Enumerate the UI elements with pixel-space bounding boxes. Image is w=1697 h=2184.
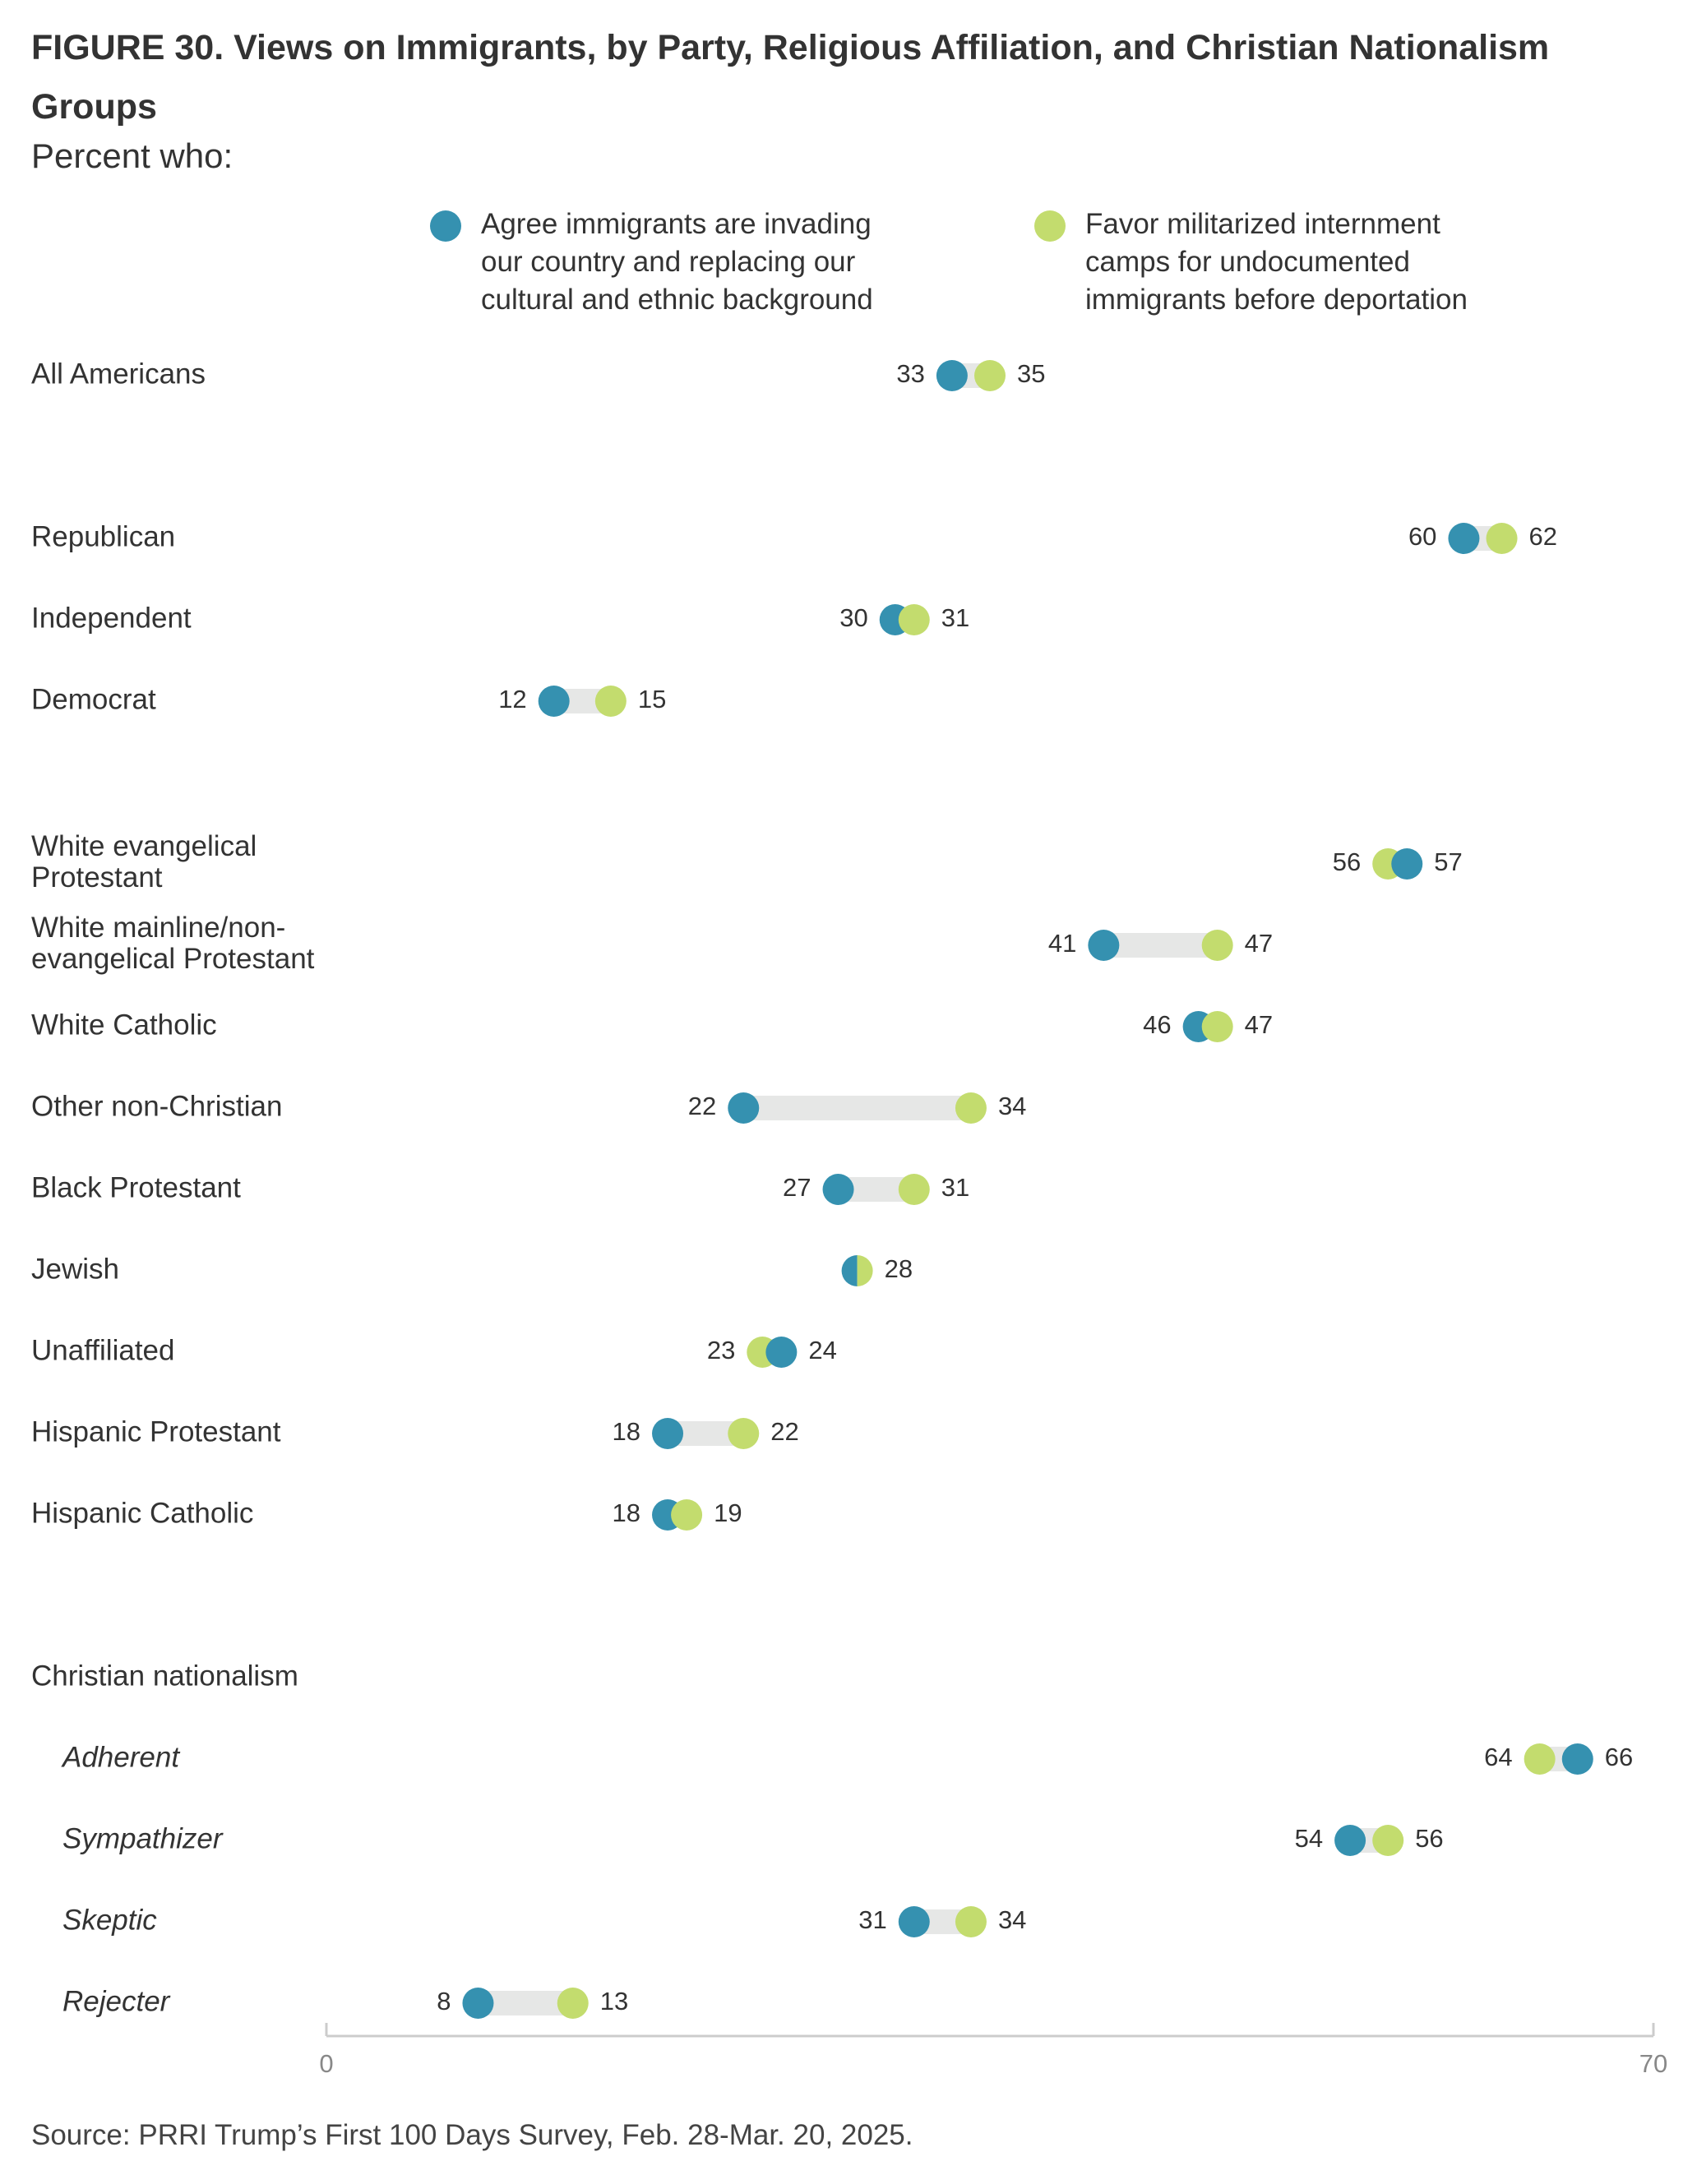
row-label-all-americans: All Americans bbox=[31, 358, 206, 390]
value-label-right-hispanic-catholic: 19 bbox=[714, 1498, 742, 1527]
dot-agree-black-protestant bbox=[822, 1174, 854, 1205]
value-label-left-sympathizer: 54 bbox=[1295, 1824, 1323, 1853]
row-label-other-non-christian: Other non-Christian bbox=[31, 1090, 282, 1122]
legend-label-favor-camps: Favor militarized internment camps for u… bbox=[1085, 208, 1468, 316]
dot-favor-jewish bbox=[857, 1255, 873, 1286]
chart-subtitle: Percent who: bbox=[31, 136, 234, 175]
value-label-right-white-mainline-non-evangelical-protestant: 47 bbox=[1245, 929, 1273, 958]
connector-bar-rejecter bbox=[478, 1991, 573, 2015]
value-label-right-other-non-christian: 34 bbox=[998, 1092, 1026, 1120]
dot-favor-sympathizer bbox=[1372, 1825, 1404, 1856]
row-label-white-evangelical-protestant: White evangelical Protestant bbox=[31, 830, 257, 893]
dot-favor-independent bbox=[898, 604, 930, 635]
value-label-right-adherent: 66 bbox=[1605, 1743, 1633, 1771]
row-label-sympathizer: Sympathizer bbox=[62, 1822, 224, 1854]
dot-agree-other-non-christian bbox=[728, 1092, 760, 1124]
row-label-black-protestant: Black Protestant bbox=[31, 1171, 241, 1203]
dot-favor-democrat bbox=[594, 686, 627, 717]
legend-swatch-green bbox=[1034, 210, 1066, 242]
dot-agree-hispanic-protestant bbox=[652, 1418, 684, 1449]
legend-swatch-blue bbox=[430, 210, 461, 242]
value-label-left-rejecter: 8 bbox=[437, 1987, 451, 2015]
row-label-republican: Republican bbox=[31, 520, 175, 552]
row-label-democrat: Democrat bbox=[31, 683, 156, 715]
value-label-left-skeptic: 31 bbox=[858, 1905, 886, 1934]
value-label-left-other-non-christian: 22 bbox=[688, 1092, 716, 1120]
value-label-left-unaffiliated: 23 bbox=[707, 1336, 735, 1364]
value-label-left-black-protestant: 27 bbox=[783, 1173, 811, 1202]
dot-favor-adherent bbox=[1524, 1743, 1556, 1775]
row-label-unaffiliated: Unaffiliated bbox=[31, 1334, 174, 1366]
value-label-left-democrat: 12 bbox=[498, 685, 526, 713]
value-label-left-white-mainline-non-evangelical-protestant: 41 bbox=[1048, 929, 1076, 958]
value-label-left-adherent: 64 bbox=[1484, 1743, 1512, 1771]
dot-agree-republican bbox=[1448, 523, 1480, 554]
dot-favor-other-non-christian bbox=[955, 1092, 987, 1124]
dot-agree-white-mainline-non-evangelical-protestant bbox=[1088, 930, 1120, 961]
value-label-right-democrat: 15 bbox=[638, 685, 666, 713]
x-tick-label: 70 bbox=[1639, 2049, 1667, 2078]
dot-agree-all-americans bbox=[936, 360, 968, 391]
value-label-left-all-americans: 33 bbox=[896, 359, 924, 388]
dot-agree-white-evangelical-protestant bbox=[1391, 848, 1423, 880]
source-note: Source: PRRI Trump’s First 100 Days Surv… bbox=[31, 2119, 913, 2151]
row-label-jewish: Jewish bbox=[31, 1253, 119, 1285]
value-label-left-independent: 30 bbox=[839, 603, 867, 632]
dot-favor-rejecter bbox=[557, 1988, 589, 2019]
row-label-skeptic: Skeptic bbox=[62, 1904, 157, 1936]
value-label-right-sympathizer: 56 bbox=[1415, 1824, 1443, 1853]
dot-favor-hispanic-protestant bbox=[728, 1418, 760, 1449]
value-label-right-all-americans: 35 bbox=[1017, 359, 1045, 388]
value-label-right-skeptic: 34 bbox=[998, 1905, 1026, 1934]
dot-agree-rejecter bbox=[462, 1988, 494, 2019]
value-label-right-unaffiliated: 24 bbox=[808, 1336, 836, 1364]
row-label-adherent: Adherent bbox=[61, 1741, 180, 1773]
row-label-hispanic-catholic: Hispanic Catholic bbox=[31, 1497, 253, 1529]
row-label-rejecter: Rejecter bbox=[62, 1985, 171, 2017]
value-label-right-independent: 31 bbox=[941, 603, 969, 632]
value-label-right-jewish: 28 bbox=[885, 1254, 913, 1283]
value-label-right-white-evangelical-protestant: 57 bbox=[1434, 847, 1462, 876]
value-label-right-republican: 62 bbox=[1529, 522, 1557, 551]
row-label-white-mainline-non-evangelical-protestant: White mainline/non-evangelical Protestan… bbox=[31, 912, 315, 975]
value-label-right-hispanic-protestant: 22 bbox=[770, 1417, 798, 1446]
value-label-left-white-catholic: 46 bbox=[1143, 1010, 1171, 1039]
dot-favor-white-mainline-non-evangelical-protestant bbox=[1201, 930, 1233, 961]
x-tick-label: 0 bbox=[319, 2049, 333, 2078]
dot-favor-hispanic-catholic bbox=[671, 1499, 703, 1531]
group-header-label: Christian nationalism bbox=[31, 1660, 298, 1692]
value-label-left-hispanic-protestant: 18 bbox=[613, 1417, 640, 1446]
chart-title: FIGURE 30. Views on Immigrants, by Party… bbox=[31, 28, 1550, 127]
dot-favor-skeptic bbox=[955, 1906, 987, 1937]
dot-favor-all-americans bbox=[974, 360, 1006, 391]
value-label-right-rejecter: 13 bbox=[600, 1987, 628, 2015]
dot-favor-black-protestant bbox=[898, 1174, 930, 1205]
row-label-white-catholic: White Catholic bbox=[31, 1009, 217, 1041]
dot-favor-republican bbox=[1486, 523, 1518, 554]
connector-bar-other-non-christian bbox=[743, 1096, 971, 1120]
row-label-hispanic-protestant: Hispanic Protestant bbox=[31, 1415, 281, 1448]
connector-bar-white-mainline-non-evangelical-protestant bbox=[1103, 933, 1218, 958]
value-label-right-black-protestant: 31 bbox=[941, 1173, 969, 1202]
value-label-left-hispanic-catholic: 18 bbox=[613, 1498, 640, 1527]
dot-agree-adherent bbox=[1561, 1743, 1593, 1775]
value-label-right-white-catholic: 47 bbox=[1245, 1010, 1273, 1039]
dot-agree-jewish bbox=[841, 1255, 858, 1286]
value-label-left-white-evangelical-protestant: 56 bbox=[1333, 847, 1361, 876]
dot-agree-democrat bbox=[538, 686, 570, 717]
dot-agree-unaffiliated bbox=[765, 1337, 798, 1368]
row-label-independent: Independent bbox=[31, 602, 192, 634]
legend-label-agree-invading: Agree immigrants are invading our countr… bbox=[481, 208, 873, 316]
dot-agree-sympathizer bbox=[1334, 1825, 1366, 1856]
dot-agree-skeptic bbox=[898, 1906, 930, 1937]
dot-favor-white-catholic bbox=[1201, 1011, 1233, 1042]
value-label-left-republican: 60 bbox=[1408, 522, 1436, 551]
